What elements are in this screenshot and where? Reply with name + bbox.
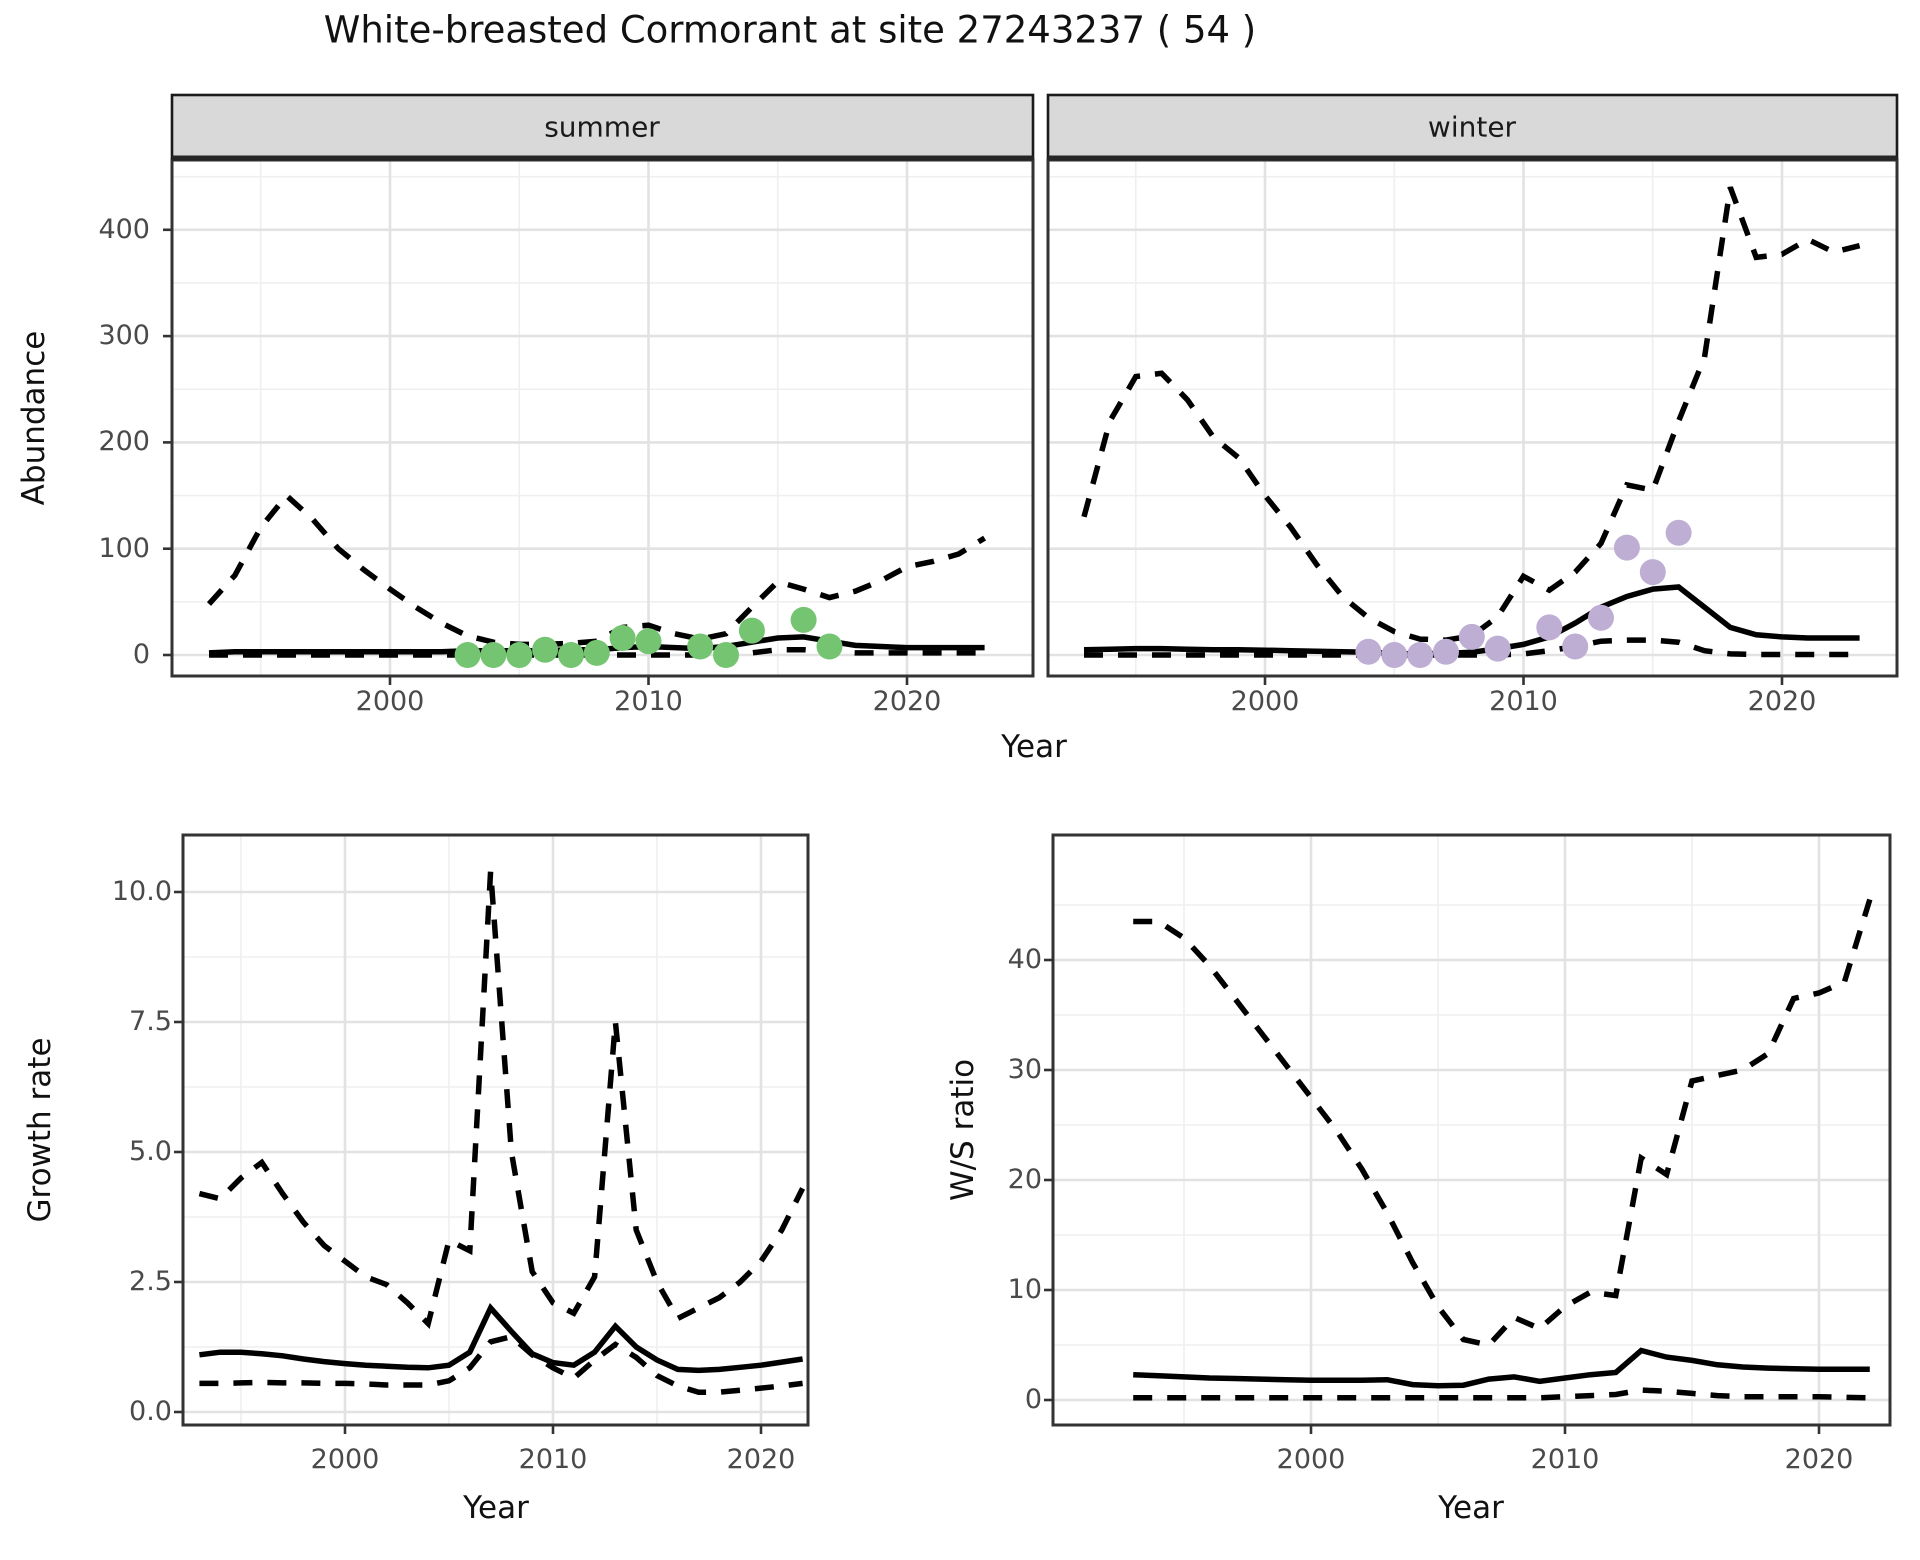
data-point — [635, 628, 662, 655]
growth-x-tick-label: 2000 — [310, 1444, 380, 1475]
data-point — [558, 642, 584, 668]
data-point — [687, 633, 714, 660]
ws-panel — [1044, 833, 1892, 1434]
summer-observed-counts — [454, 606, 843, 668]
winter-observed-counts — [1355, 519, 1692, 668]
growth-y-tick-label: 0.0 — [129, 1396, 172, 1427]
growth-upper-ci-line — [198, 870, 806, 1329]
winter-x-tick-label: 2000 — [1230, 686, 1300, 717]
y-axis-title-abundance: Abundance — [16, 330, 52, 506]
data-point — [1588, 604, 1614, 631]
data-point — [506, 642, 533, 668]
growth-y-tick-label: 5.0 — [129, 1136, 172, 1167]
summer-x-tick-label: 2000 — [355, 686, 425, 717]
winter-x-tick-label: 2010 — [1489, 686, 1558, 717]
growth-median-line — [199, 1303, 804, 1374]
ws-x-tick-label: 2010 — [1530, 1444, 1600, 1475]
winter-lower-ci-line — [1084, 637, 1860, 658]
data-point — [454, 642, 481, 668]
y-axis-title-growth-rate: Growth rate — [22, 1037, 58, 1223]
ws-y-tick-label: 30 — [1007, 1054, 1042, 1085]
growth-x-tick-label: 2020 — [726, 1444, 796, 1475]
growth-panel — [174, 833, 810, 1434]
summer-x-tick-label: 2020 — [872, 686, 942, 717]
ws-y-tick-label: 20 — [1007, 1164, 1042, 1195]
data-point — [1536, 614, 1563, 641]
ws-y-tick-label: 10 — [1007, 1274, 1042, 1305]
data-point — [609, 625, 636, 651]
growth-y-tick-label: 2.5 — [129, 1266, 172, 1297]
data-point — [1458, 623, 1485, 650]
ws-data — [1133, 898, 1873, 1401]
data-point — [1355, 638, 1382, 665]
summer-facet-strip — [170, 93, 1035, 160]
data-point — [1562, 633, 1589, 660]
growth-x-tick-label: 2010 — [518, 1444, 588, 1475]
data-point — [583, 639, 610, 666]
ws-y-tick-label: 40 — [1007, 944, 1042, 975]
ws-y-tick-label: 0 — [1024, 1384, 1042, 1415]
data-point — [738, 617, 765, 644]
summer-x-tick-label: 2010 — [614, 686, 683, 717]
ws-x-tick-label: 2000 — [1276, 1444, 1346, 1475]
data-point — [1613, 534, 1640, 561]
data-point — [1407, 642, 1434, 668]
x-axis-title-ws: Year — [1438, 1490, 1504, 1526]
data-point — [713, 642, 739, 668]
summer-y-tick-label: 300 — [98, 320, 150, 352]
winter-panel — [1046, 93, 1899, 685]
growth-lower-ci-line — [199, 1333, 803, 1395]
data-point — [1639, 559, 1666, 586]
ws-median-line — [1133, 1347, 1870, 1389]
growth-y-tick-label: 10.0 — [111, 876, 172, 907]
x-axis-title-growth: Year — [463, 1490, 529, 1526]
plot-title: White-breasted Cormorant at site 2724323… — [323, 8, 1257, 52]
data-point — [1484, 635, 1511, 662]
winter-facet-strip — [1046, 93, 1899, 160]
x-axis-title-top: Year — [1001, 729, 1067, 765]
growth-data — [198, 870, 806, 1395]
data-point — [1381, 642, 1408, 668]
ws-x-tick-label: 2020 — [1784, 1444, 1854, 1475]
ws-lower-ci-line — [1133, 1387, 1870, 1401]
summer-y-tick-label: 200 — [98, 426, 150, 458]
growth-y-tick-label: 7.5 — [129, 1006, 172, 1037]
data-point — [1433, 638, 1459, 665]
summer-y-tick-label: 0 — [132, 639, 150, 670]
winter-x-tick-label: 2020 — [1747, 686, 1817, 717]
facet-label-winter: winter — [1427, 110, 1517, 144]
summer-data — [206, 491, 987, 668]
data-point — [532, 636, 559, 663]
facet-label-summer: summer — [544, 110, 660, 144]
winter-data — [1081, 186, 1861, 668]
summer-panel — [163, 93, 1035, 685]
summer-y-tick-label: 400 — [98, 213, 150, 245]
summer-y-tick-label: 100 — [98, 532, 150, 564]
data-point — [1665, 519, 1692, 546]
data-point — [790, 606, 817, 633]
winter-upper-ci-line — [1081, 186, 1861, 643]
data-point — [816, 633, 843, 660]
ws-upper-ci-line — [1133, 898, 1873, 1349]
data-point — [480, 642, 507, 668]
